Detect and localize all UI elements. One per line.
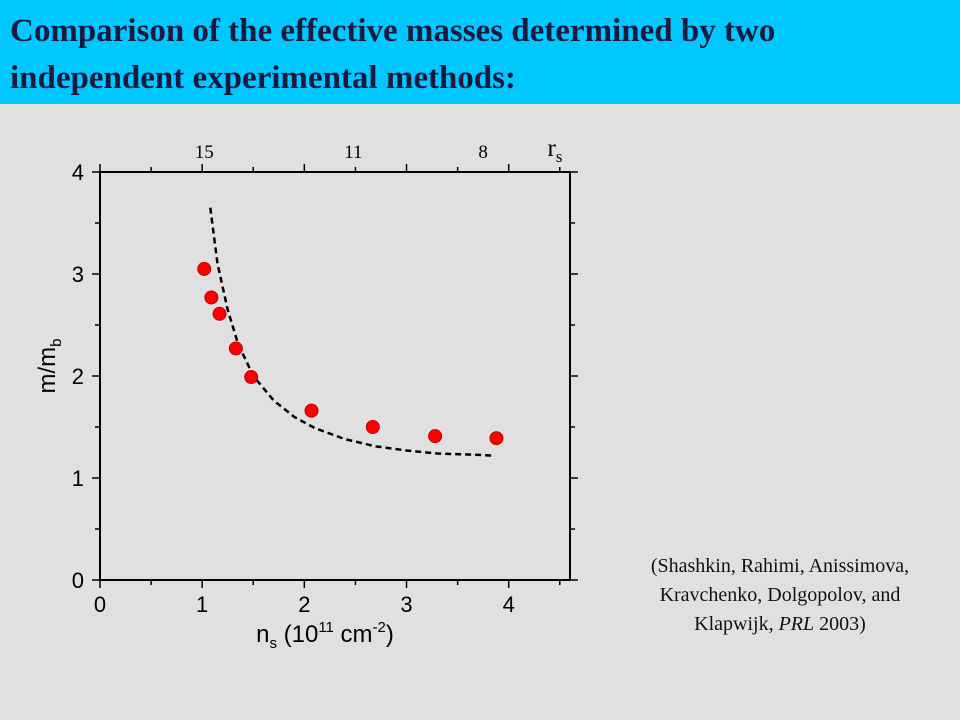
data-point [304, 403, 319, 418]
y-tick-label: 0 [72, 568, 84, 593]
citation-line-1: (Shashkin, Rahimi, Anissimova, [650, 555, 910, 577]
citation-line-2: Kravchenko, Dolgopolov, and [659, 584, 901, 606]
top-axis-tick-label: 15 [195, 142, 214, 163]
data-point [365, 420, 380, 434]
top-axis-label: rs [548, 135, 563, 166]
data-point [489, 431, 504, 446]
x-tick-label: 2 [298, 592, 310, 617]
citation-journal: PRL [778, 613, 815, 635]
data-point [212, 306, 227, 321]
title-banner: Comparison of the effective masses deter… [0, 0, 960, 104]
y-axis-label: m/mb [34, 339, 65, 394]
data-point [244, 370, 259, 385]
x-tick-label: 4 [503, 592, 515, 617]
y-tick-label: 4 [72, 160, 84, 185]
y-tick-label: 3 [72, 262, 84, 287]
data-point [228, 341, 243, 356]
citation-year: 2003) [814, 613, 866, 635]
x-tick-label: 3 [400, 592, 412, 617]
x-tick-label: 0 [94, 592, 106, 617]
data-point [204, 290, 219, 305]
citation-authors-tail: Klapwijk, [694, 613, 779, 635]
citation: (Shashkin, Rahimi, Anissimova, Kravchenk… [600, 552, 960, 639]
y-tick-label: 2 [72, 364, 84, 389]
effective-mass-chart: 0 1 2 3 4 0 1 2 3 4 15 11 8 rs ns (1011 cm-2) m/mb [34, 135, 578, 652]
x-axis-label: ns (1011 cm-2) [256, 619, 394, 652]
page-title: Comparison of the effective masses deter… [10, 13, 776, 96]
fit-curve [209, 207, 495, 457]
data-point [428, 429, 443, 444]
top-axis-tick-label: 8 [478, 142, 488, 163]
x-tick-label: 1 [196, 592, 208, 617]
data-point [197, 261, 212, 276]
citation-line-3: Klapwijk, PRL 2003) [600, 610, 960, 639]
top-axis-tick-label: 11 [344, 142, 362, 163]
plot-frame [99, 171, 571, 581]
y-tick-label: 1 [72, 466, 84, 491]
